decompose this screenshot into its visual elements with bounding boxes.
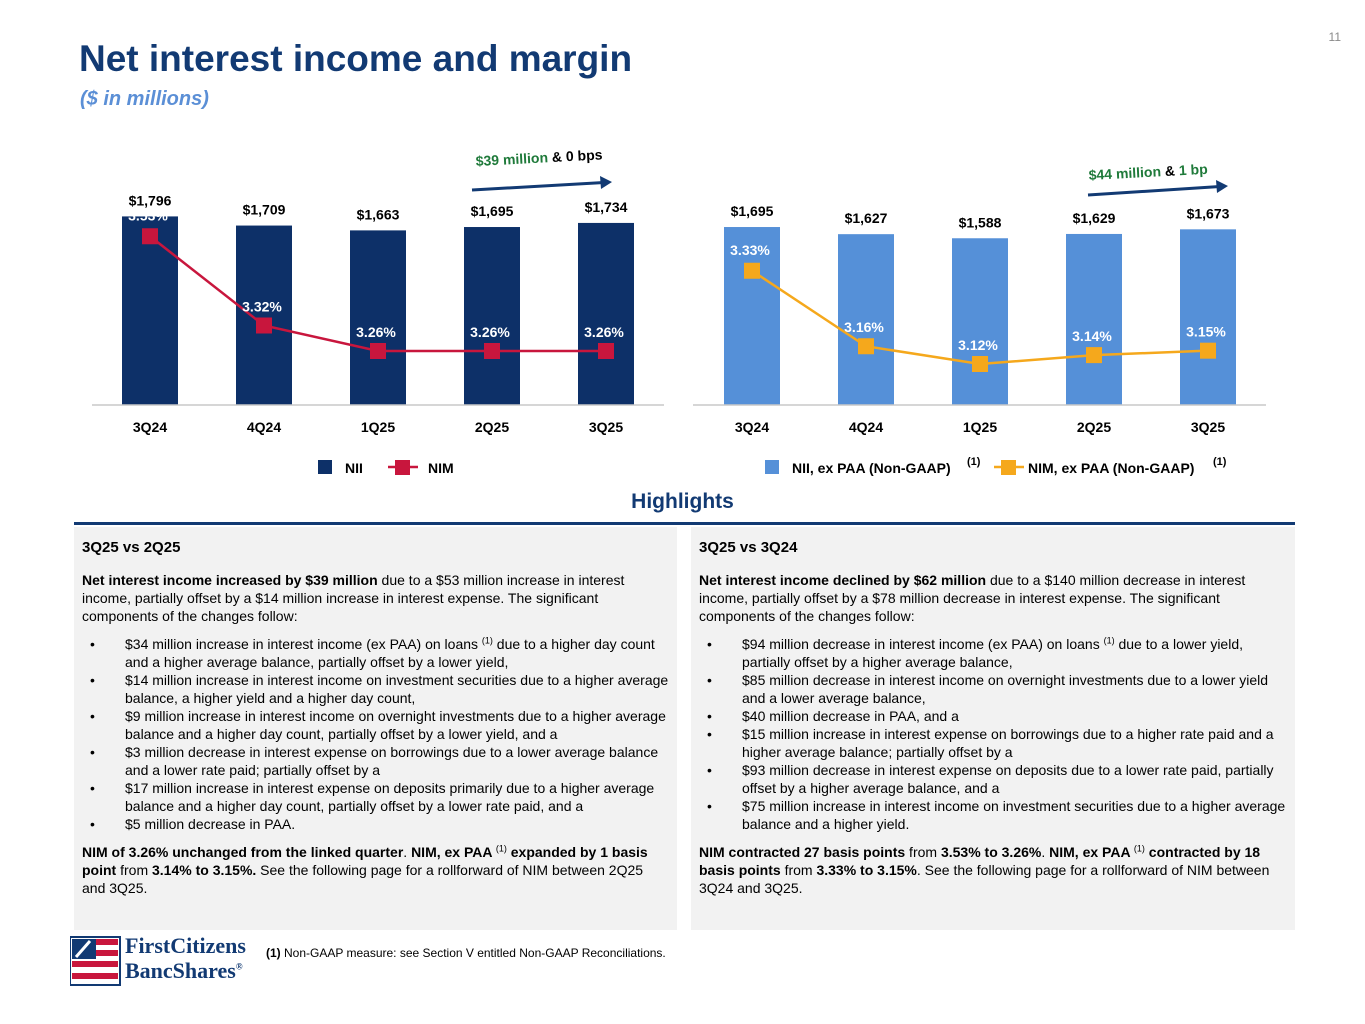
x-tick-label: 2Q25 <box>475 419 509 435</box>
nim-value-label: 3.26% <box>356 324 396 340</box>
page-title: Net interest income and margin <box>79 38 633 79</box>
bar-3q25 <box>578 222 634 405</box>
bar-2q25 <box>464 227 520 405</box>
list-item: $15 million increase in interest expense… <box>699 725 1287 761</box>
bar-2q25 <box>1066 233 1122 405</box>
list-item: $75 million increase in interest income … <box>699 797 1287 833</box>
bar-value-label: $1,709 <box>243 202 286 218</box>
nim-point <box>256 317 272 334</box>
x-tick-label: 4Q24 <box>849 419 883 435</box>
nim-point <box>484 343 500 359</box>
logo-flag-icon <box>69 936 121 986</box>
change-arrow-head <box>1216 180 1228 193</box>
legend-line-marker <box>395 460 410 475</box>
legend-line-label: NIM <box>428 460 454 476</box>
bar-value-label: $1,673 <box>1187 205 1230 221</box>
panel-heading: 3Q25 vs 2Q25 <box>82 539 181 556</box>
highlights-panel-qoq: 3Q25 vs 2Q25 Net interest income increas… <box>74 527 677 930</box>
bar-value-label: $1,695 <box>471 203 514 219</box>
page-number: 11 <box>1328 30 1341 44</box>
highlights-title: Highlights <box>631 490 734 513</box>
nim-point <box>1086 347 1102 364</box>
bar-4q24 <box>838 234 894 405</box>
charts-area: $1,796 $1,709 $1,663 $1,695 $1,734 3Q24 4Q24 1Q… <box>92 146 1266 476</box>
bar-value-label: $1,796 <box>129 192 172 208</box>
list-item: $5 million decrease in PAA. <box>82 815 669 833</box>
x-tick-label: 3Q24 <box>735 419 769 435</box>
change-arrow-shaft <box>471 181 603 192</box>
nim-value-label: 3.12% <box>958 337 998 353</box>
nim-summary: NIM of 3.26% unchanged from the linked q… <box>82 843 648 896</box>
x-tick-label: 3Q24 <box>133 419 167 435</box>
list-item: $40 million decrease in PAA, and a <box>699 707 1287 725</box>
nim-value-label: 3.15% <box>1186 324 1226 340</box>
legend-footnote-marker: (1) <box>967 456 981 468</box>
nim-point <box>370 343 386 359</box>
nim-point <box>1200 342 1216 359</box>
change-arrow-head <box>600 176 612 189</box>
bar-value-label: $1,695 <box>731 203 774 219</box>
nim-value-label: 3.16% <box>844 319 884 335</box>
legend-line-label: NIM, ex PAA (Non-GAAP) <box>1028 460 1194 476</box>
legend-bar-swatch <box>318 460 332 474</box>
bar-value-label: $1,588 <box>959 214 1002 230</box>
logo-wordmark: FirstCitizens BancShares® <box>125 933 246 983</box>
panel-heading: 3Q25 vs 3Q24 <box>699 539 798 556</box>
bar-value-label: $1,734 <box>585 199 628 215</box>
company-logo: FirstCitizens BancShares® <box>69 933 255 987</box>
list-item: $9 million increase in interest income o… <box>82 707 669 743</box>
list-item: $14 million increase in interest income … <box>82 671 669 707</box>
highlights-panel-yoy: 3Q25 vs 3Q24 Net interest income decline… <box>691 527 1295 930</box>
x-tick-label: 2Q25 <box>1077 419 1111 435</box>
footnote: (1) Non-GAAP measure: see Section V enti… <box>266 946 666 960</box>
legend-line-marker <box>1001 460 1016 475</box>
list-item: $85 million decrease in interest income … <box>699 671 1287 707</box>
list-item: $93 million decrease in interest expense… <box>699 761 1287 797</box>
nim-point <box>972 356 988 372</box>
change-arrow-shaft <box>1087 185 1219 197</box>
nim-value-label: 3.26% <box>470 324 510 340</box>
legend-bar-label: NII <box>345 460 363 476</box>
bar-3q25 <box>1180 229 1236 405</box>
bar-3q24 <box>122 216 178 405</box>
panel-intro: Net interest income increased by $39 mil… <box>82 572 625 624</box>
panel-intro: Net interest income declined by $62 mill… <box>699 572 1246 624</box>
x-tick-label: 3Q25 <box>1191 419 1225 435</box>
legend-bar-label: NII, ex PAA (Non-GAAP) <box>792 460 951 476</box>
page-subtitle: ($ in millions) <box>80 88 209 110</box>
legend-bar-swatch <box>765 460 779 474</box>
nim-point <box>858 338 874 355</box>
bar-1q25 <box>952 238 1008 405</box>
change-annotation: $39 million & 0 bps <box>475 146 603 169</box>
list-item: $34 million increase in interest income … <box>82 635 669 671</box>
highlights-divider <box>74 522 1295 525</box>
list-item: $94 million decrease in interest income … <box>699 635 1287 671</box>
nim-summary: NIM contracted 27 basis points from 3.53… <box>699 843 1270 896</box>
x-tick-label: 4Q24 <box>247 419 281 435</box>
x-tick-label: 1Q25 <box>361 419 395 435</box>
change-annotation: $44 million & 1 bp <box>1088 161 1208 183</box>
bar-value-label: $1,627 <box>845 210 888 226</box>
bar-value-label: $1,663 <box>357 206 400 222</box>
bar-3q24 <box>724 227 780 405</box>
list-item: $3 million decrease in interest expense … <box>82 743 669 779</box>
list-item: $17 million increase in interest expense… <box>82 779 669 815</box>
nim-point <box>142 228 158 245</box>
bar-1q25 <box>350 230 406 405</box>
bar-value-label: $1,629 <box>1073 210 1116 226</box>
nim-value-label: 3.33% <box>730 242 770 258</box>
components-list: $34 million increase in interest income … <box>82 635 669 833</box>
x-tick-label: 3Q25 <box>589 419 623 435</box>
nim-value-label: 3.53% <box>128 207 168 223</box>
nim-value-label: 3.14% <box>1072 328 1112 344</box>
bar-4q24 <box>236 225 292 405</box>
components-list: $94 million decrease in interest income … <box>699 635 1287 833</box>
nim-point <box>598 343 614 359</box>
nim-value-label: 3.26% <box>584 324 624 340</box>
nim-value-label: 3.32% <box>242 299 282 315</box>
x-tick-label: 1Q25 <box>963 419 997 435</box>
nim-point <box>744 262 760 279</box>
legend-footnote-marker: (1) <box>1213 456 1227 468</box>
